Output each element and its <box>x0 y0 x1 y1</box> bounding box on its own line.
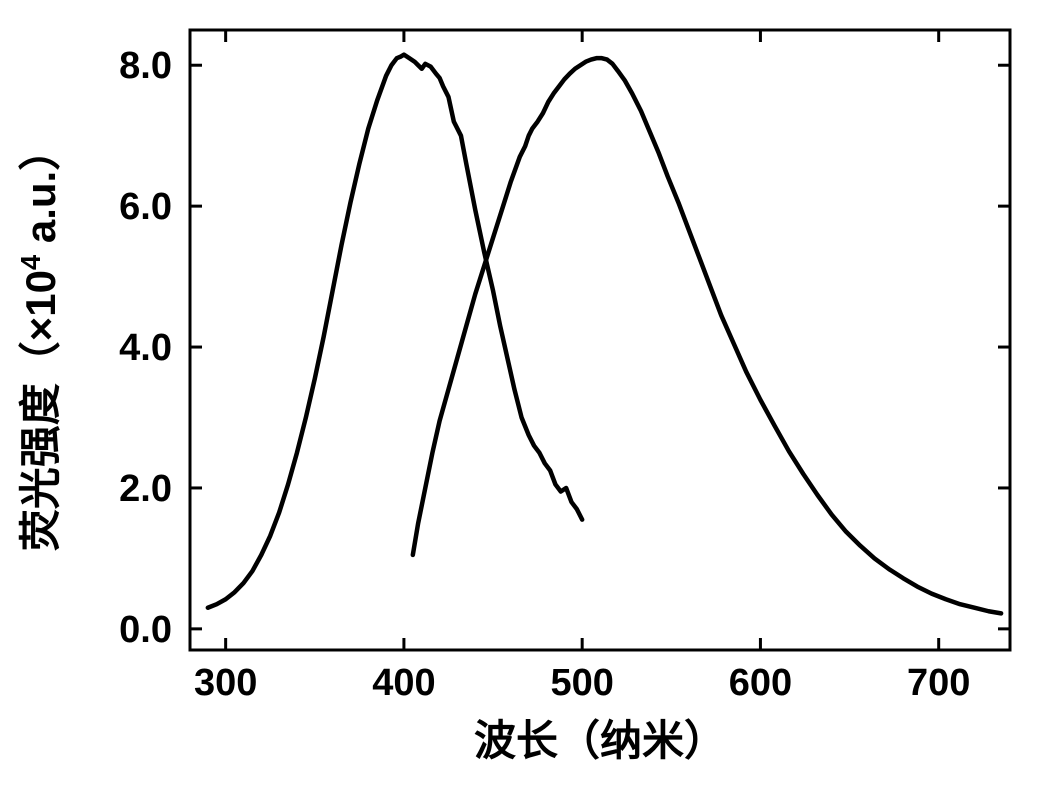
y-tick-label: 2.0 <box>119 468 172 510</box>
x-tick-label: 400 <box>372 662 435 704</box>
y-tick-label: 8.0 <box>119 45 172 87</box>
plot-frame <box>190 30 1010 650</box>
x-axis-label: 波长（纳米） <box>474 717 726 764</box>
x-tick-label: 500 <box>550 662 613 704</box>
y-tick-label: 0.0 <box>119 609 172 651</box>
y-tick-label: 4.0 <box>119 327 172 369</box>
x-tick-label: 600 <box>729 662 792 704</box>
fluorescence-chart: 300 400 500 600 700 0.0 2.0 4.0 6.0 8.0 波长（纳米） 荧光强度… <box>0 0 1057 795</box>
chart-svg: 300 400 500 600 700 0.0 2.0 4.0 6.0 8.0 波长（纳米） 荧光强度… <box>0 0 1057 795</box>
y-axis-label: 荧光强度（×104 a.u.） <box>15 129 65 551</box>
x-tick-label: 700 <box>907 662 970 704</box>
x-tick-label: 300 <box>194 662 257 704</box>
y-tick-label: 6.0 <box>119 186 172 228</box>
